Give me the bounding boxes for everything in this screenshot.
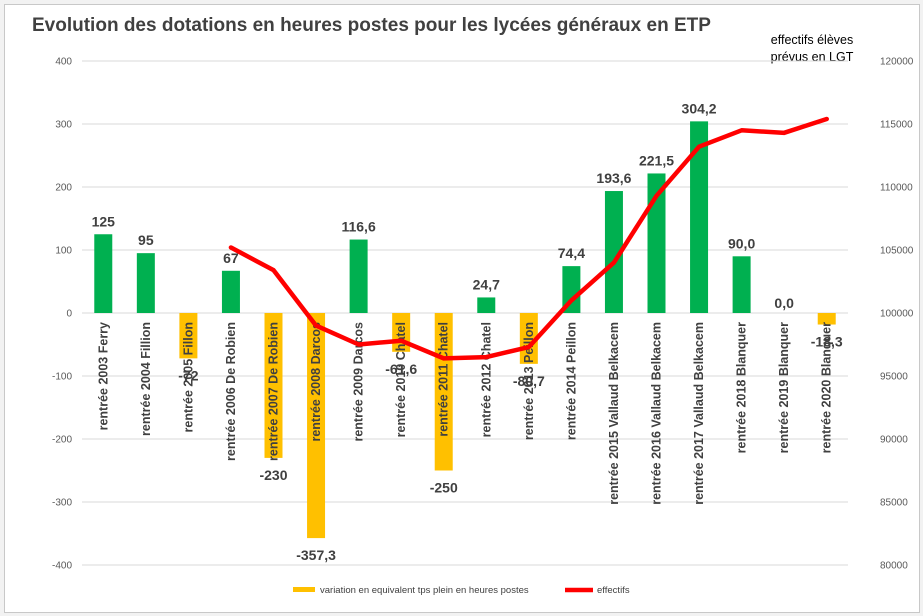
data-label: -250 bbox=[430, 480, 458, 496]
bar bbox=[604, 191, 623, 313]
data-label: 24,7 bbox=[473, 276, 500, 292]
bar bbox=[477, 297, 496, 313]
x-axis-category-label: rentrée 2015 Vallaud Belkacem bbox=[607, 322, 621, 505]
bar bbox=[136, 253, 155, 313]
bar bbox=[264, 313, 283, 458]
y2-axis-tick-label: 90000 bbox=[880, 435, 908, 446]
y-axis-tick-label: -200 bbox=[52, 435, 72, 446]
bar bbox=[94, 234, 113, 313]
bar bbox=[519, 313, 538, 364]
bar bbox=[307, 313, 326, 539]
secondary-axis-title-line1: effectifs élèves bbox=[770, 33, 854, 47]
bar bbox=[434, 313, 453, 471]
chart-title: Evolution des dotations en heures postes… bbox=[32, 15, 711, 36]
bar bbox=[349, 239, 368, 313]
x-axis-category-label: rentrée 2010 Chatel bbox=[394, 322, 408, 437]
data-label: -230 bbox=[259, 467, 287, 483]
x-axis-category-label: rentrée 2020 Blanquer bbox=[820, 322, 834, 453]
data-label: 74,4 bbox=[558, 245, 585, 261]
chart-frame bbox=[4, 4, 920, 613]
y-axis-tick-label: 200 bbox=[55, 183, 72, 194]
data-label: -18,3 bbox=[811, 334, 843, 350]
x-axis-category-label: rentrée 2005 Fillon bbox=[181, 322, 195, 432]
y2-axis-tick-label: 115000 bbox=[880, 120, 913, 131]
bar bbox=[562, 266, 581, 313]
y2-axis-tick-label: 120000 bbox=[880, 57, 914, 68]
y-axis-tick-label: -100 bbox=[52, 372, 72, 383]
legend-label-line: effectifs bbox=[597, 585, 630, 596]
x-axis-category-label: rentrée 2012 Chatel bbox=[479, 322, 493, 437]
x-axis-category-label: rentrée 2019 Blanquer bbox=[777, 322, 791, 453]
bar bbox=[179, 313, 198, 359]
y-axis-tick-label: 400 bbox=[55, 57, 72, 68]
x-axis-category-label: rentrée 2014 Peillon bbox=[564, 322, 578, 440]
y-axis-tick-label: 100 bbox=[55, 246, 72, 257]
y2-axis-tick-label: 100000 bbox=[880, 309, 914, 320]
y2-axis-tick-label: 80000 bbox=[880, 561, 908, 572]
data-label: 0,0 bbox=[774, 295, 794, 311]
data-label: -80,7 bbox=[513, 373, 545, 389]
data-label: 125 bbox=[92, 213, 116, 229]
y-axis-tick-label: 300 bbox=[55, 120, 72, 131]
x-axis-category-label: rentrée 2018 Blanquer bbox=[735, 322, 749, 453]
y2-axis-tick-label: 95000 bbox=[880, 372, 908, 383]
bar bbox=[732, 256, 751, 313]
y-axis-tick-label: -400 bbox=[52, 561, 72, 572]
data-label: 221,5 bbox=[639, 152, 674, 168]
data-label: 90,0 bbox=[728, 235, 755, 251]
data-label: 193,6 bbox=[596, 170, 631, 186]
data-label: -61,6 bbox=[385, 361, 417, 377]
bar bbox=[690, 121, 709, 313]
data-label: -72 bbox=[178, 367, 198, 383]
legend-label-bars: variation en equivalent tps plein en heu… bbox=[320, 585, 529, 596]
data-label: 304,2 bbox=[682, 100, 717, 116]
x-axis-category-label: rentrée 2008 Darcos bbox=[309, 322, 323, 442]
x-axis-category-label: rentrée 2006 De Robien bbox=[224, 322, 238, 461]
y2-axis-tick-label: 105000 bbox=[880, 246, 914, 257]
legend-swatch-bars bbox=[293, 587, 315, 592]
data-label: -357,3 bbox=[296, 547, 336, 563]
x-axis-category-label: rentrée 2016 Vallaud Belkacem bbox=[650, 322, 664, 505]
x-axis-category-label: rentrée 2003 Ferry bbox=[96, 322, 110, 430]
x-axis-category-label: rentrée 2017 Vallaud Belkacem bbox=[692, 322, 706, 505]
effectifs-line bbox=[228, 116, 829, 361]
x-axis-category-label: rentrée 2004 Fillion bbox=[139, 322, 153, 436]
data-label: 67 bbox=[223, 250, 239, 266]
bar bbox=[647, 173, 666, 313]
data-label: 116,6 bbox=[341, 219, 375, 235]
x-axis-category-label: rentrée 2009 Darcos bbox=[352, 322, 366, 442]
x-axis-category-label: rentrée 2011 Chatel bbox=[437, 322, 451, 437]
y-axis-tick-label: -300 bbox=[52, 498, 72, 509]
x-axis-category-label: rentrée 2007 De Robien bbox=[267, 322, 281, 461]
bar bbox=[221, 270, 240, 313]
y-axis-tick-label: 0 bbox=[66, 309, 72, 320]
bar bbox=[817, 313, 836, 325]
x-axis-category-label: rentrée 2013 Peillon bbox=[522, 322, 536, 440]
y2-axis-tick-label: 85000 bbox=[880, 498, 908, 509]
y2-axis-tick-label: 110000 bbox=[880, 183, 913, 194]
data-label: 95 bbox=[138, 232, 154, 248]
